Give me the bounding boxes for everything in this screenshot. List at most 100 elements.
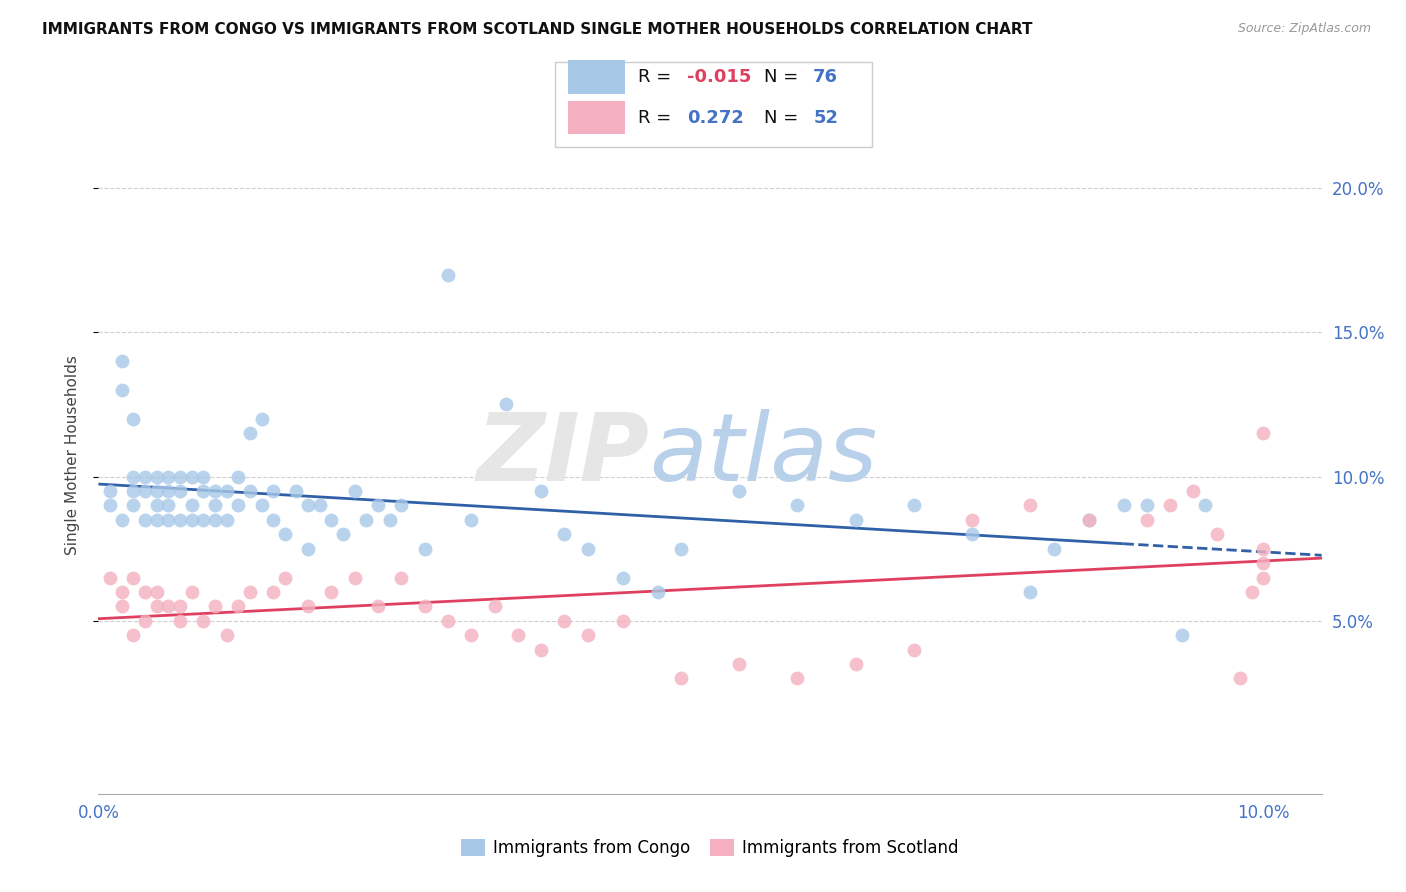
Point (157, 469, 180, 483)
Point (180, 585, 202, 599)
Point (413, 541, 436, 556)
Text: Source: ZipAtlas.com: Source: ZipAtlas.com (1237, 22, 1371, 36)
Point (389, 570, 412, 584)
Point (204, 513, 226, 527)
Point (239, 585, 262, 599)
Point (845, 657, 868, 671)
Point (239, 426, 262, 441)
Point (226, 599, 249, 614)
Point (343, 483, 366, 498)
Point (378, 513, 401, 527)
Point (1240, 585, 1263, 599)
Point (845, 513, 868, 527)
Point (204, 499, 226, 513)
Point (204, 483, 226, 498)
Point (297, 541, 319, 556)
Point (285, 483, 308, 498)
Point (1253, 426, 1275, 441)
Point (1077, 513, 1099, 527)
Point (215, 483, 238, 498)
Point (297, 599, 319, 614)
Point (262, 513, 284, 527)
Point (297, 499, 319, 513)
Point (215, 628, 238, 642)
Point (321, 513, 343, 527)
Point (903, 642, 925, 657)
Point (111, 599, 134, 614)
Point (145, 499, 167, 513)
Point (367, 499, 389, 513)
Text: 0.272: 0.272 (686, 109, 744, 127)
Point (1205, 527, 1227, 541)
Point (437, 614, 460, 628)
Point (530, 483, 553, 498)
Point (122, 499, 145, 513)
Legend: Immigrants from Congo, Immigrants from Scotland: Immigrants from Congo, Immigrants from S… (454, 832, 966, 863)
Point (122, 628, 145, 642)
Text: R =: R = (638, 109, 676, 127)
Point (321, 585, 343, 599)
Point (193, 469, 215, 483)
Point (122, 483, 145, 498)
Point (1019, 499, 1042, 513)
Point (180, 513, 202, 527)
Point (612, 570, 634, 584)
Point (157, 513, 180, 527)
Point (98, 570, 121, 584)
Point (576, 628, 599, 642)
Point (1253, 570, 1275, 584)
Point (367, 599, 389, 614)
Point (111, 513, 134, 527)
Point (669, 541, 692, 556)
FancyBboxPatch shape (555, 62, 872, 147)
Text: -0.015: -0.015 (686, 68, 751, 86)
Point (122, 570, 145, 584)
Point (145, 469, 167, 483)
Point (1136, 513, 1159, 527)
Point (157, 499, 180, 513)
Point (1042, 541, 1064, 556)
Point (960, 513, 983, 527)
Point (145, 585, 167, 599)
Point (180, 499, 202, 513)
Point (1077, 513, 1099, 527)
Point (576, 541, 599, 556)
Point (1171, 628, 1194, 642)
Point (960, 527, 983, 541)
Point (262, 483, 284, 498)
Point (134, 469, 156, 483)
Text: 76: 76 (813, 68, 838, 86)
Point (111, 383, 134, 397)
Point (332, 527, 354, 541)
Point (437, 268, 460, 282)
Point (786, 672, 808, 686)
Point (506, 628, 529, 642)
Point (169, 513, 191, 527)
Point (356, 513, 378, 527)
Point (612, 614, 634, 628)
Point (647, 585, 669, 599)
Point (169, 483, 191, 498)
Text: N =: N = (765, 109, 804, 127)
Point (903, 499, 925, 513)
Point (1229, 672, 1251, 686)
Y-axis label: Single Mother Households: Single Mother Households (65, 355, 80, 555)
Point (169, 469, 191, 483)
Point (250, 499, 273, 513)
Point (193, 483, 215, 498)
Point (134, 614, 156, 628)
Point (1182, 483, 1205, 498)
Point (786, 499, 808, 513)
Point (1253, 541, 1275, 556)
Point (460, 628, 482, 642)
Point (169, 599, 191, 614)
Point (157, 599, 180, 614)
Point (1159, 499, 1181, 513)
Point (145, 513, 167, 527)
Point (122, 412, 145, 426)
Point (728, 483, 751, 498)
Point (134, 483, 156, 498)
Point (145, 483, 167, 498)
Point (484, 599, 506, 614)
Point (111, 354, 134, 368)
